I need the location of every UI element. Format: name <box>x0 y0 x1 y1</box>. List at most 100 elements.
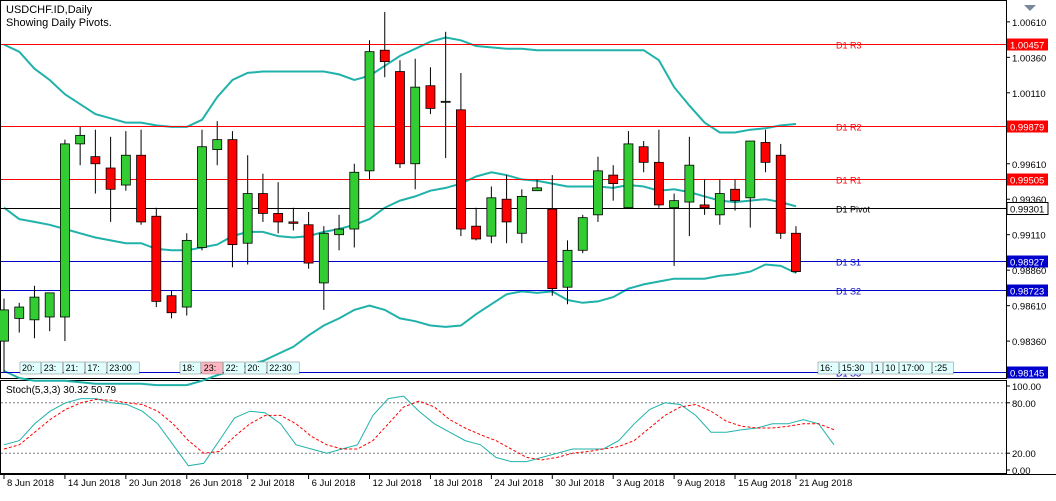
date-tick-label: 30 Jul 2018 <box>555 478 604 489</box>
session-time-label: 10 <box>885 363 895 373</box>
pivot-line-label: D1 R2 <box>836 123 862 133</box>
candle-body <box>623 143 634 209</box>
session-time-box <box>883 361 899 375</box>
price-tick-label: 0.98610 <box>1012 302 1046 313</box>
candle-body <box>242 193 253 244</box>
candle-body <box>425 85 436 109</box>
candle-body <box>334 228 344 236</box>
candle-body <box>669 200 680 209</box>
candle-body <box>547 208 558 290</box>
candle-body <box>608 174 619 185</box>
candle-body <box>120 154 131 186</box>
candle-body <box>364 51 375 172</box>
session-time-box <box>872 361 883 375</box>
stoch-main-line <box>3 395 835 467</box>
window-close-icon[interactable] <box>1024 5 1036 11</box>
candle-body <box>379 49 390 62</box>
price-tick-label: 0.99110 <box>1012 231 1046 242</box>
candle-body <box>258 193 268 214</box>
session-time-box <box>85 361 107 375</box>
session-time-box <box>266 361 300 375</box>
bollinger-lower-line <box>3 263 797 387</box>
pivot-price-tag-label: 0.99505 <box>1010 176 1044 187</box>
session-time-label: 21: <box>66 363 79 373</box>
pivot-lines: D1 R3 1.00457 D1 R2 0.99879 D1 R1 0.99505 D1 P… <box>1 38 1049 380</box>
candle-body <box>638 146 649 163</box>
candle-body <box>714 193 725 216</box>
pivot-price-tag-label: 0.98927 <box>1010 258 1044 269</box>
session-time-label: 20: <box>22 363 35 373</box>
session-time-box <box>63 361 85 375</box>
candle-body <box>75 134 86 145</box>
candle-body <box>197 146 207 248</box>
candle-body <box>577 217 588 251</box>
pivot-price-tag <box>1006 202 1049 215</box>
session-time-label: :25 <box>935 363 948 373</box>
session-time-box <box>201 361 223 375</box>
candle-body <box>501 198 512 223</box>
price-tick-label: 0.98860 <box>1012 266 1046 277</box>
date-tick-label: 8 Jun 2018 <box>7 478 54 489</box>
pivot-price-tag <box>1007 255 1048 268</box>
pivot-price-tag-label: 0.98145 <box>1010 369 1044 380</box>
candle-body <box>227 139 238 246</box>
date-tick-label: 14 Jun 2018 <box>68 478 120 489</box>
pivot-price-tag-label: 1.00457 <box>1010 41 1044 52</box>
stoch-pane-border <box>0 380 1007 474</box>
session-time-box <box>223 361 245 375</box>
candle-body <box>653 161 664 206</box>
pivot-price-tag <box>1007 38 1048 51</box>
chart-title: USDCHF.ID,Daily <box>6 4 93 16</box>
session-time-box <box>19 361 42 375</box>
bollinger-middle-line <box>3 171 797 252</box>
date-tick-label: 18 Jul 2018 <box>433 478 482 489</box>
session-time-box <box>899 361 932 375</box>
stoch-signal-line <box>3 398 835 461</box>
session-time-box <box>932 361 954 375</box>
candle-body <box>44 292 55 318</box>
price-pane-border <box>0 0 1007 379</box>
session-time-label: 18: <box>182 363 195 373</box>
candle-body <box>151 215 162 302</box>
candle-body <box>288 221 299 224</box>
pivot-price-tag <box>1007 173 1048 186</box>
pivot-price-tag <box>1007 120 1048 133</box>
pivot-price-tag-label: 0.99879 <box>1010 123 1044 134</box>
candle-body <box>684 164 695 203</box>
candle-body <box>136 154 146 223</box>
session-time-label: 1 <box>875 363 880 373</box>
candle-body <box>303 224 314 264</box>
session-time-box <box>817 361 840 375</box>
candle-body <box>562 249 573 288</box>
price-tick-label: 0.99360 <box>1012 195 1046 206</box>
candle-body <box>181 239 192 308</box>
stoch-tick-label: 80.00 <box>1012 399 1036 410</box>
session-time-label: 23: <box>44 363 57 373</box>
pivot-line-label: D1 Pivot <box>836 205 871 215</box>
date-tick-label: 26 Jun 2018 <box>190 478 242 489</box>
price-axis: 1.00610 1.00360 1.00110 0.99610 0.99360 0.991… <box>1006 18 1046 348</box>
stochastic-oscillator: 100.00 80.00 20.00 0.00 <box>1 382 1041 477</box>
price-tick-label: 0.98360 <box>1012 337 1046 348</box>
pivot-line-label: D1 S2 <box>836 287 861 297</box>
session-time-label: 22:30 <box>269 363 292 373</box>
candle-body <box>455 109 466 230</box>
stoch-label: Stoch(5,3,3) 30.32 50.79 <box>6 385 117 396</box>
date-tick-label: 3 Aug 2018 <box>616 478 664 489</box>
session-time-label: 15:30 <box>842 363 865 373</box>
pivot-price-tag <box>1007 366 1048 379</box>
pivot-price-tag-label: 0.98723 <box>1010 287 1044 298</box>
pivot-line-label: D1 S1 <box>836 258 861 268</box>
candle-body <box>212 139 223 150</box>
time-axis: 8 Jun 2018 14 Jun 2018 20 Jun 2018 26 Jun 2… <box>3 474 852 489</box>
session-time-labels: 20: 23: 21: 17: 23:00 18: 23: 22: 20: 22:30 16: 15:… <box>19 361 954 375</box>
session-time-label: 23:00 <box>109 363 132 373</box>
session-time-box <box>839 361 873 375</box>
candle-body <box>90 156 101 165</box>
candle-body <box>410 86 421 165</box>
candle-body <box>29 296 40 321</box>
candle-body <box>516 195 527 234</box>
